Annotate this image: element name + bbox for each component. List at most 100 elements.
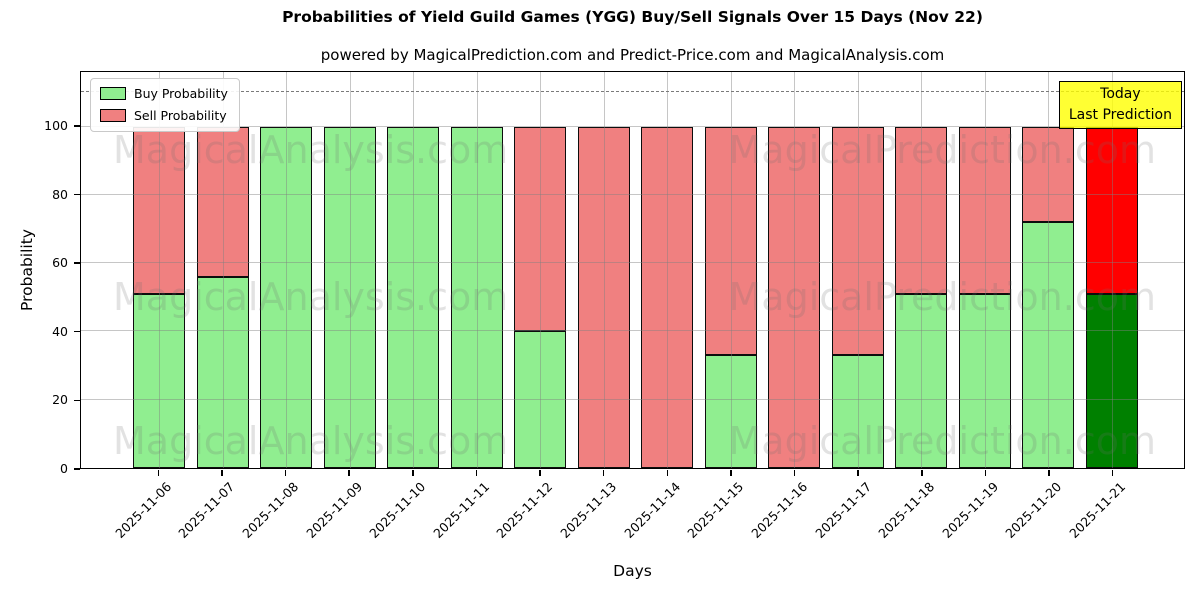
xtick-mark-2025-11-09: [348, 470, 350, 476]
bar-slot-2025-11-18: [893, 72, 950, 468]
buy-segment-2025-11-21: [1085, 293, 1138, 468]
xtick-mark-2025-11-21: [1111, 470, 1114, 476]
buy-segment-2025-11-11: [450, 126, 503, 468]
sell-segment-2025-11-21: [1085, 126, 1138, 294]
sell-segment-2025-11-14: [641, 126, 694, 468]
xtick-mark-2025-11-08: [284, 470, 287, 476]
x-axis-label: Days: [613, 562, 652, 580]
xtick-mark-2025-11-15: [730, 470, 732, 476]
ytick-mark-80: [74, 193, 80, 196]
ytick-mark-60: [74, 262, 80, 264]
ytick-label-0: 0: [60, 461, 68, 476]
buy-segment-2025-11-07: [196, 276, 249, 468]
legend-label-buy: Buy Probability: [134, 86, 228, 101]
sell-segment-2025-11-17: [831, 126, 884, 356]
stacked-bar-2025-11-11: [450, 126, 503, 468]
bar-slot-2025-11-19: [957, 72, 1014, 468]
legend: Buy Probability Sell Probability: [90, 78, 240, 132]
stacked-bar-2025-11-14: [641, 126, 694, 468]
xtick-mark-2025-11-16: [793, 470, 796, 476]
stacked-bar-2025-11-09: [323, 126, 376, 468]
sell-segment-2025-11-15: [704, 126, 757, 356]
xtick-mark-2025-11-17: [857, 470, 859, 476]
sell-segment-2025-11-13: [577, 126, 630, 468]
bar-slot-2025-11-11: [449, 72, 506, 468]
ytick-label-20: 20: [52, 392, 68, 408]
ytick-label-60: 60: [52, 255, 68, 271]
chart-title: Probabilities of Yield Guild Games (YGG)…: [282, 8, 983, 26]
ytick-mark-20: [74, 399, 80, 402]
sell-segment-2025-11-07: [196, 126, 249, 277]
bar-slot-2025-11-08: [258, 72, 315, 468]
ytick-label-80: 80: [52, 186, 68, 202]
stacked-bar-2025-11-15: [704, 126, 757, 468]
xtick-label-2025-11-06: 2025-11-06: [111, 479, 174, 541]
buy-swatch-icon: [100, 87, 126, 100]
bar-slot-2025-11-15: [703, 72, 760, 468]
ytick-mark-40: [74, 331, 80, 333]
bar-slot-2025-11-10: [385, 72, 442, 468]
bar-slot-2025-11-12: [512, 72, 569, 468]
sell-segment-2025-11-18: [895, 126, 948, 294]
stacked-bar-2025-11-06: [133, 126, 186, 468]
xtick-mark-2025-11-06: [157, 470, 159, 476]
buy-segment-2025-11-18: [895, 293, 948, 468]
buy-segment-2025-11-20: [1022, 222, 1075, 468]
xtick-mark-2025-11-11: [475, 470, 478, 476]
bars-layer: [81, 72, 1184, 468]
xtick-mark-2025-11-13: [602, 470, 605, 476]
stacked-bar-2025-11-18: [895, 126, 948, 468]
xtick-mark-2025-11-10: [412, 470, 414, 476]
stacked-bar-2025-11-10: [387, 126, 440, 468]
bar-slot-2025-11-13: [576, 72, 633, 468]
sell-segment-2025-11-12: [514, 126, 567, 332]
ytick-label-40: 40: [52, 323, 68, 339]
xtick-mark-2025-11-07: [221, 470, 223, 476]
stacked-bar-2025-11-19: [958, 126, 1011, 468]
xtick-mark-2025-11-12: [539, 470, 541, 476]
xtick-mark-2025-11-14: [666, 470, 668, 476]
xtick-mark-2025-11-18: [921, 470, 923, 476]
stacked-bar-2025-11-20: [1022, 126, 1075, 468]
bar-slot-2025-11-17: [830, 72, 887, 468]
plot-area: MagicalAnalysis.com MagicalPrediction.com…: [80, 71, 1185, 469]
today-annotation-line2: Last Prediction: [1068, 106, 1172, 123]
buy-segment-2025-11-09: [323, 126, 376, 468]
xtick-mark-2025-11-19: [984, 470, 987, 476]
stacked-bar-2025-11-13: [577, 126, 630, 468]
ytick-mark-0: [74, 468, 80, 470]
sell-segment-2025-11-20: [1022, 126, 1075, 223]
bar-slot-2025-11-21: [1084, 72, 1141, 468]
stacked-bar-2025-11-12: [514, 126, 567, 468]
bar-slot-2025-11-16: [766, 72, 823, 468]
bar-slot-2025-11-07: [195, 72, 252, 468]
stacked-bar-2025-11-07: [196, 126, 249, 468]
stacked-bar-2025-11-16: [768, 126, 821, 468]
sell-segment-2025-11-16: [768, 126, 821, 468]
buy-segment-2025-11-12: [514, 331, 567, 468]
buy-segment-2025-11-17: [831, 355, 884, 468]
threshold-dashed-line: [81, 91, 1184, 93]
legend-entry-sell: Sell Probability: [100, 108, 228, 123]
today-annotation-box: Today Last Prediction: [1058, 81, 1182, 130]
chart-subtitle: powered by MagicalPrediction.com and Pre…: [320, 46, 945, 64]
legend-entry-buy: Buy Probability: [100, 86, 228, 101]
bar-slot-2025-11-09: [322, 72, 379, 468]
ytick-label-100: 100: [44, 117, 68, 133]
bar-slot-2025-11-14: [639, 72, 696, 468]
xtick-mark-2025-11-20: [1048, 470, 1050, 476]
legend-label-sell: Sell Probability: [134, 108, 227, 123]
buy-segment-2025-11-19: [958, 293, 1011, 468]
buy-segment-2025-11-08: [260, 126, 313, 468]
today-annotation-line1: Today: [1100, 86, 1141, 102]
buy-segment-2025-11-10: [387, 126, 440, 468]
buy-segment-2025-11-06: [133, 293, 186, 468]
sell-swatch-icon: [100, 109, 126, 122]
stacked-bar-2025-11-17: [831, 126, 884, 468]
ytick-mark-100: [74, 125, 80, 127]
stacked-bar-2025-11-08: [260, 126, 313, 468]
sell-segment-2025-11-06: [133, 126, 186, 294]
bar-slot-2025-11-20: [1020, 72, 1077, 468]
stacked-bar-2025-11-21: [1085, 126, 1138, 468]
